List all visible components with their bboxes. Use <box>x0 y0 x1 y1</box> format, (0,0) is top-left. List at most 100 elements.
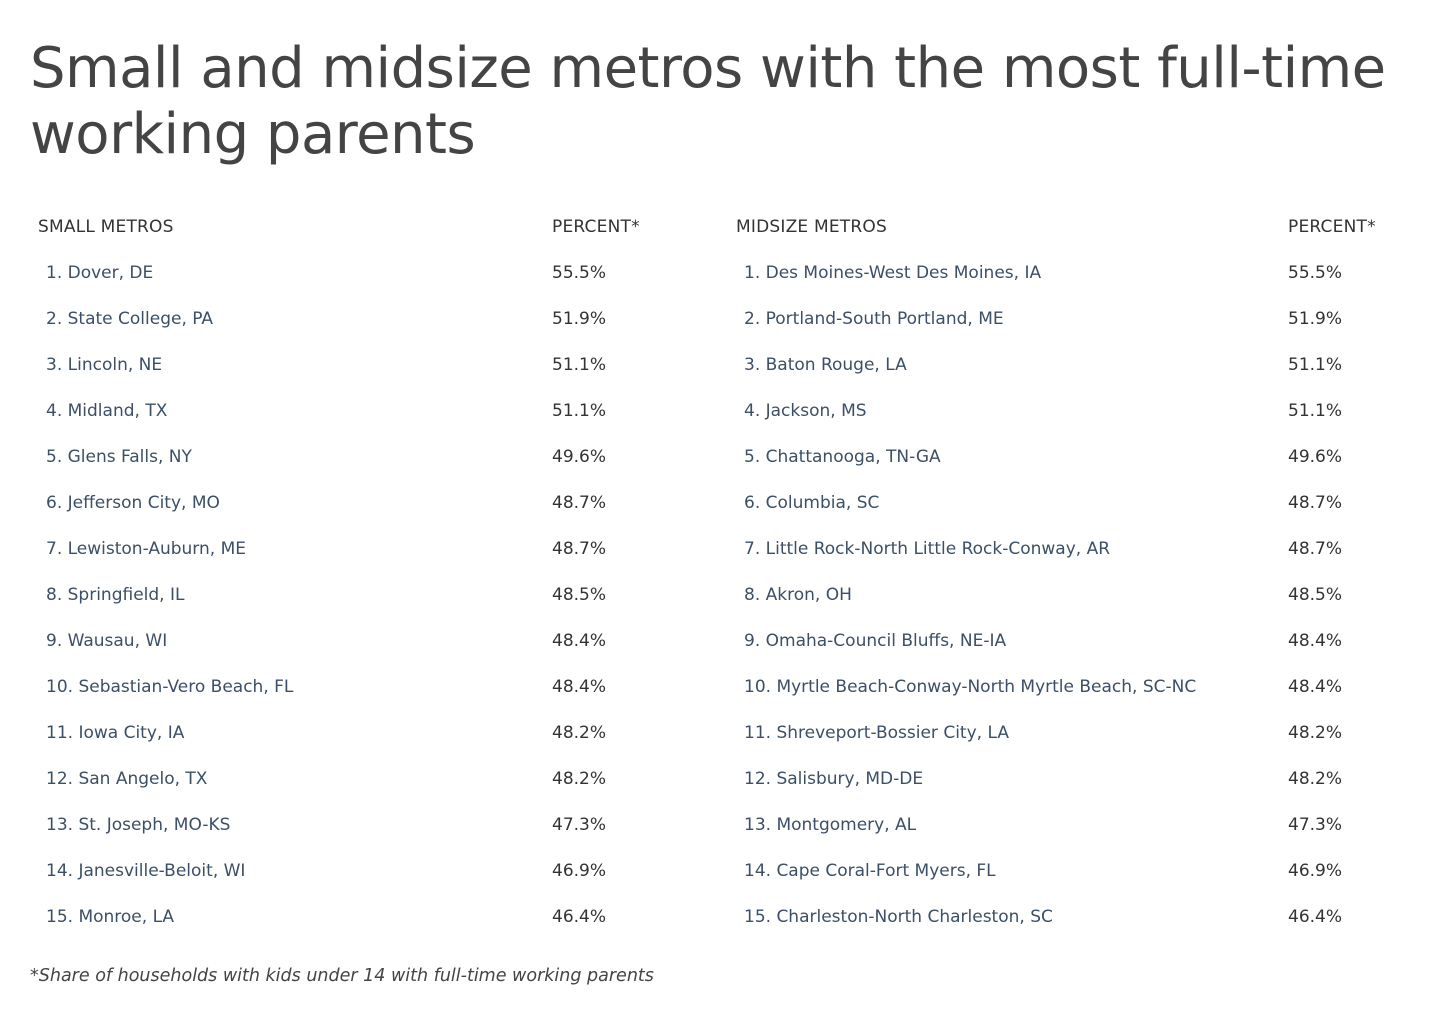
table-row: 9. Wausau, WI 48.4% <box>30 618 720 664</box>
table-row: 1. Dover, DE 55.5% <box>30 250 720 296</box>
table-row: 10. Myrtle Beach-Conway-North Myrtle Bea… <box>728 664 1428 710</box>
metro-percent: 46.9% <box>552 861 607 881</box>
table-row: 14. Janesville-Beloit, WI 46.9% <box>30 848 720 894</box>
table-row: 15. Charleston-North Charleston, SC 46.4% <box>728 894 1428 940</box>
page-title: Small and midsize metros with the most f… <box>30 36 1386 167</box>
metro-percent: 51.9% <box>1288 309 1343 329</box>
table-row: 6. Jefferson City, MO 48.7% <box>30 480 720 526</box>
metro-percent: 48.4% <box>552 631 607 651</box>
metro-percent: 49.6% <box>552 447 607 467</box>
table-row: 12. San Angelo, TX 48.2% <box>30 756 720 802</box>
metro-percent: 48.7% <box>1288 493 1343 513</box>
metro-name: 11. Shreveport-Bossier City, LA <box>744 723 1009 743</box>
metro-name: 3. Baton Rouge, LA <box>744 355 907 375</box>
metro-percent: 48.4% <box>1288 631 1343 651</box>
metro-percent: 48.5% <box>1288 585 1343 605</box>
metro-name: 13. St. Joseph, MO-KS <box>46 815 231 835</box>
metro-percent: 51.1% <box>1288 401 1343 421</box>
metro-percent: 48.2% <box>1288 769 1343 789</box>
metro-name: 11. Iowa City, IA <box>46 723 185 743</box>
metro-percent: 48.7% <box>1288 539 1343 559</box>
table-row: 7. Lewiston-Auburn, ME 48.7% <box>30 526 720 572</box>
column-header-percent: PERCENT* <box>552 217 640 237</box>
metro-name: 2. Portland-South Portland, ME <box>744 309 1004 329</box>
metro-percent: 51.1% <box>1288 355 1343 375</box>
midsize-metros-table: MIDSIZE METROS PERCENT* 1. Des Moines-We… <box>728 204 1428 940</box>
metro-name: 7. Little Rock-North Little Rock-Conway,… <box>744 539 1111 559</box>
column-header-midsize-metros: MIDSIZE METROS <box>736 217 887 237</box>
table-row: 4. Midland, TX 51.1% <box>30 388 720 434</box>
table-row: 1. Des Moines-West Des Moines, IA 55.5% <box>728 250 1428 296</box>
table-header-row: MIDSIZE METROS PERCENT* <box>728 204 1428 250</box>
metro-name: 9. Omaha-Council Bluffs, NE-IA <box>744 631 1007 651</box>
table-row: 14. Cape Coral-Fort Myers, FL 46.9% <box>728 848 1428 894</box>
table-row: 3. Baton Rouge, LA 51.1% <box>728 342 1428 388</box>
metro-name: 4. Midland, TX <box>46 401 168 421</box>
table-row: 13. St. Joseph, MO-KS 47.3% <box>30 802 720 848</box>
metro-percent: 46.4% <box>1288 907 1343 927</box>
table-row: 5. Chattanooga, TN-GA 49.6% <box>728 434 1428 480</box>
table-row: 10. Sebastian-Vero Beach, FL 48.4% <box>30 664 720 710</box>
metro-name: 14. Janesville-Beloit, WI <box>46 861 246 881</box>
table-row: 12. Salisbury, MD-DE 48.2% <box>728 756 1428 802</box>
metro-name: 1. Des Moines-West Des Moines, IA <box>744 263 1042 283</box>
table-row: 2. State College, PA 51.9% <box>30 296 720 342</box>
metro-name: 15. Monroe, LA <box>46 907 175 927</box>
metro-name: 7. Lewiston-Auburn, ME <box>46 539 246 559</box>
metro-name: 13. Montgomery, AL <box>744 815 917 835</box>
table-row: 5. Glens Falls, NY 49.6% <box>30 434 720 480</box>
metro-percent: 48.4% <box>552 677 607 697</box>
metro-name: 2. State College, PA <box>46 309 214 329</box>
metro-percent: 49.6% <box>1288 447 1343 467</box>
table-row: 8. Springfield, IL 48.5% <box>30 572 720 618</box>
metro-name: 6. Columbia, SC <box>744 493 880 513</box>
metro-percent: 51.1% <box>552 401 607 421</box>
table-row: 11. Iowa City, IA 48.2% <box>30 710 720 756</box>
metro-percent: 48.5% <box>552 585 607 605</box>
metro-name: 12. San Angelo, TX <box>46 769 208 789</box>
metro-name: 5. Chattanooga, TN-GA <box>744 447 941 467</box>
metro-percent: 46.9% <box>1288 861 1343 881</box>
metro-name: 12. Salisbury, MD-DE <box>744 769 924 789</box>
metro-percent: 48.2% <box>1288 723 1343 743</box>
metro-name: 8. Springfield, IL <box>46 585 185 605</box>
metro-percent: 51.1% <box>552 355 607 375</box>
metro-name: 10. Myrtle Beach-Conway-North Myrtle Bea… <box>744 677 1197 697</box>
metro-percent: 55.5% <box>552 263 607 283</box>
footnote: *Share of households with kids under 14 … <box>30 966 654 986</box>
table-row: 2. Portland-South Portland, ME 51.9% <box>728 296 1428 342</box>
metro-name: 9. Wausau, WI <box>46 631 168 651</box>
metro-name: 4. Jackson, MS <box>744 401 867 421</box>
metro-percent: 48.7% <box>552 539 607 559</box>
small-metros-table: SMALL METROS PERCENT* 1. Dover, DE 55.5% … <box>30 204 720 940</box>
metro-percent: 55.5% <box>1288 263 1343 283</box>
table-row: 4. Jackson, MS 51.1% <box>728 388 1428 434</box>
metro-name: 10. Sebastian-Vero Beach, FL <box>46 677 294 697</box>
metro-name: 6. Jefferson City, MO <box>46 493 220 513</box>
table-row: 13. Montgomery, AL 47.3% <box>728 802 1428 848</box>
metro-percent: 47.3% <box>1288 815 1343 835</box>
column-header-percent: PERCENT* <box>1288 217 1376 237</box>
table-row: 8. Akron, OH 48.5% <box>728 572 1428 618</box>
metro-name: 5. Glens Falls, NY <box>46 447 192 467</box>
table-row: 11. Shreveport-Bossier City, LA 48.2% <box>728 710 1428 756</box>
metro-percent: 51.9% <box>552 309 607 329</box>
table-row: 15. Monroe, LA 46.4% <box>30 894 720 940</box>
table-row: 7. Little Rock-North Little Rock-Conway,… <box>728 526 1428 572</box>
table-header-row: SMALL METROS PERCENT* <box>30 204 720 250</box>
metro-name: 1. Dover, DE <box>46 263 154 283</box>
table-row: 6. Columbia, SC 48.7% <box>728 480 1428 526</box>
metro-percent: 46.4% <box>552 907 607 927</box>
metro-name: 8. Akron, OH <box>744 585 852 605</box>
metro-percent: 48.7% <box>552 493 607 513</box>
metro-name: 3. Lincoln, NE <box>46 355 163 375</box>
metro-percent: 47.3% <box>552 815 607 835</box>
metro-name: 15. Charleston-North Charleston, SC <box>744 907 1053 927</box>
metro-percent: 48.2% <box>552 769 607 789</box>
table-row: 9. Omaha-Council Bluffs, NE-IA 48.4% <box>728 618 1428 664</box>
metro-percent: 48.2% <box>552 723 607 743</box>
metro-name: 14. Cape Coral-Fort Myers, FL <box>744 861 996 881</box>
column-header-small-metros: SMALL METROS <box>38 217 174 237</box>
table-row: 3. Lincoln, NE 51.1% <box>30 342 720 388</box>
metro-percent: 48.4% <box>1288 677 1343 697</box>
